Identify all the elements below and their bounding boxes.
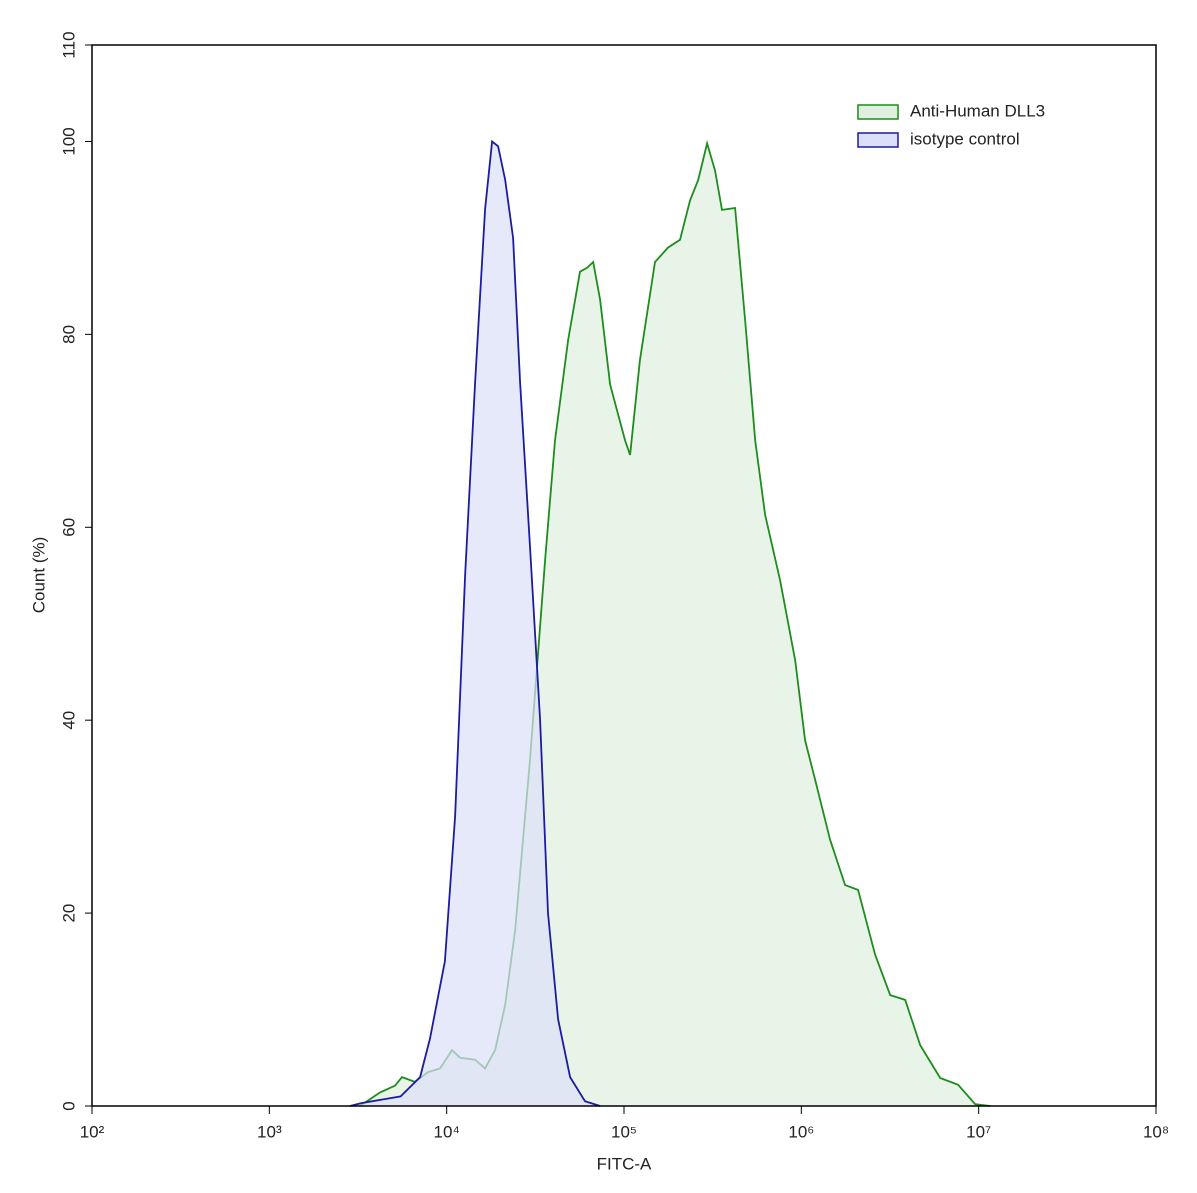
series-area bbox=[359, 143, 991, 1106]
series-line bbox=[349, 139, 601, 1107]
y-tick-label: 0 bbox=[59, 1101, 78, 1110]
legend-label: Anti-Human DLL3 bbox=[910, 101, 1045, 120]
x-tick-label: 10³ bbox=[257, 1122, 282, 1141]
y-tick-label: 100 bbox=[59, 127, 78, 155]
legend-swatch bbox=[857, 132, 899, 148]
x-tick-label: 10⁶ bbox=[788, 1122, 814, 1141]
x-axis-label: FITC-A bbox=[597, 1154, 652, 1173]
y-tick-label: 60 bbox=[59, 518, 78, 537]
legend-swatch bbox=[857, 104, 899, 120]
x-tick-label: 10⁸ bbox=[1143, 1122, 1169, 1141]
x-tick-label: 10⁴ bbox=[434, 1122, 460, 1141]
y-axis-label: Count (%) bbox=[29, 537, 48, 614]
x-tick-label: 10⁷ bbox=[966, 1122, 991, 1141]
x-tick-label: 10² bbox=[80, 1122, 105, 1141]
y-tick-label: 80 bbox=[59, 325, 78, 344]
y-tick-label: 20 bbox=[59, 904, 78, 923]
series-area bbox=[350, 141, 601, 1106]
x-tick-label: 10⁵ bbox=[611, 1122, 637, 1141]
legend-label: isotype control bbox=[910, 129, 1020, 148]
y-tick-label: 110 bbox=[59, 31, 78, 58]
y-tick-label: 40 bbox=[59, 711, 78, 730]
